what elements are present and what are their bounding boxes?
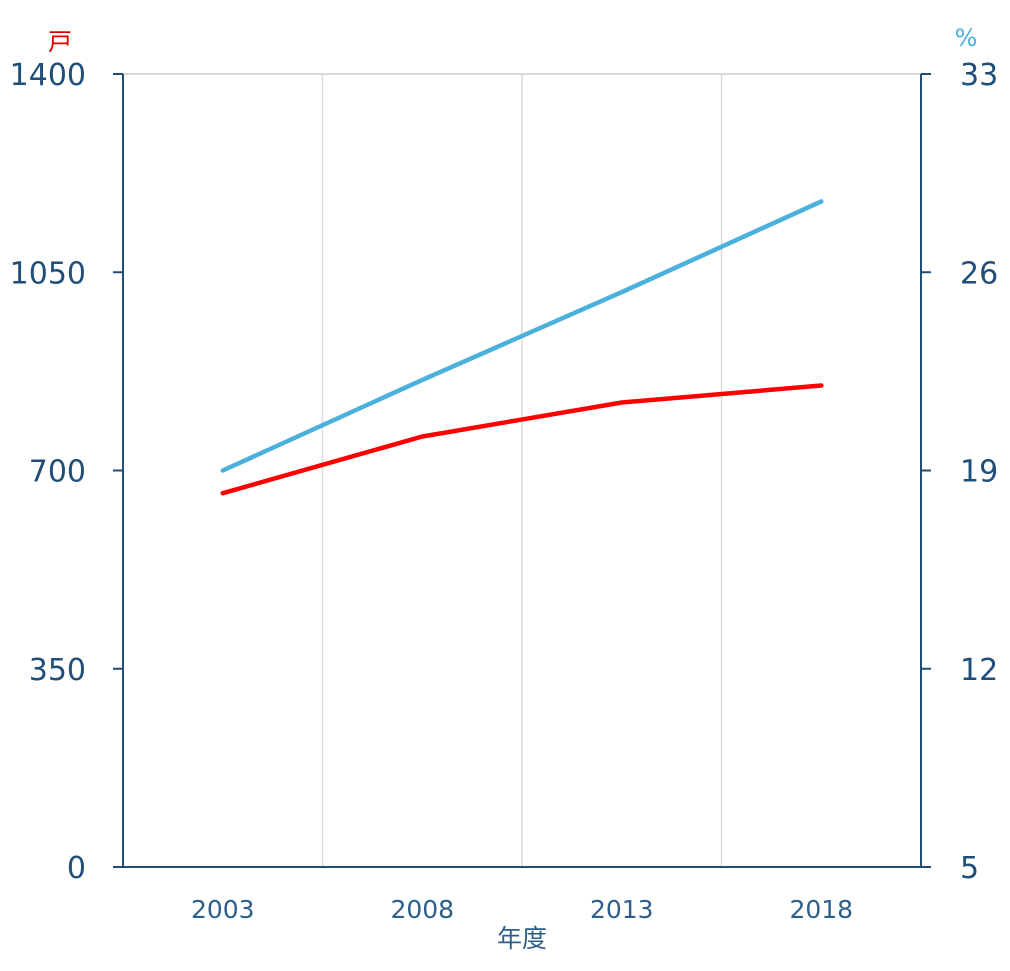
x-tick-label: 2003 [191,895,255,924]
left-tick-label: 1400 [10,58,86,93]
x-tick-label: 2013 [590,895,654,924]
right-tick-label: 12 [960,653,998,688]
right-axis-unit: % [955,24,978,52]
left-tick-label: 350 [29,653,86,688]
right-tick-label: 33 [960,58,998,93]
right-tick-label: 19 [960,455,998,490]
right-tick-label: 5 [960,851,979,886]
left-tick-label: 700 [29,455,86,490]
series-lines [220,199,824,496]
x-axis-title: 年度 [497,924,547,953]
left-tick-label: 1050 [10,256,86,291]
right-axis-series-line [220,199,824,473]
right-tick-label: 26 [960,256,998,291]
x-tick-label: 2018 [789,895,853,924]
left-axis-series-line [220,383,824,496]
left-axis-unit: 戸 [48,28,72,56]
x-tick-label: 2008 [390,895,454,924]
left-axis-ticks: 0 350 700 1050 1400 [10,58,123,886]
gridlines [321,74,723,867]
right-axis-ticks: 5 12 19 26 33 [921,58,998,886]
left-tick-label: 0 [67,851,86,886]
x-axis-ticks: 2003 2008 2013 2018 [191,895,853,924]
